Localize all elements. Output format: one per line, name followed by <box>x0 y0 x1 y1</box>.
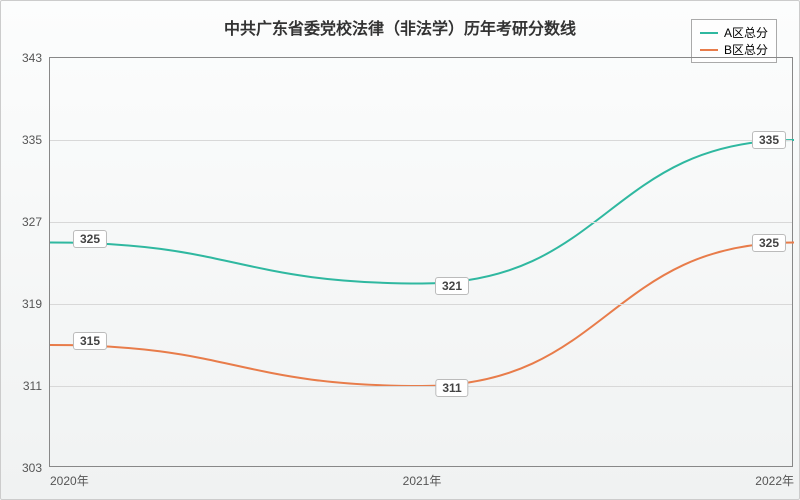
data-label: 315 <box>73 332 107 350</box>
legend-label-a: A区总分 <box>724 24 768 41</box>
ytick-label: 335 <box>22 133 50 147</box>
chart-lines-svg <box>50 58 792 466</box>
legend-item-a: A区总分 <box>700 24 768 41</box>
legend-swatch-b <box>700 49 718 51</box>
data-label: 321 <box>435 277 469 295</box>
legend-item-b: B区总分 <box>700 41 768 58</box>
xtick-label: 2021年 <box>403 466 442 489</box>
legend-label-b: B区总分 <box>724 41 768 58</box>
xtick-label: 2022年 <box>755 466 794 489</box>
gridline <box>50 386 792 387</box>
ytick-label: 343 <box>22 51 50 65</box>
xtick-label: 2020年 <box>50 466 89 489</box>
ytick-label: 319 <box>22 297 50 311</box>
gridline <box>50 222 792 223</box>
data-label: 325 <box>752 234 786 252</box>
ytick-label: 327 <box>22 215 50 229</box>
data-label: 325 <box>73 230 107 248</box>
data-label: 311 <box>435 379 468 397</box>
legend-swatch-a <box>700 32 718 34</box>
series-line <box>50 140 794 284</box>
gridline <box>50 140 792 141</box>
ytick-label: 311 <box>23 379 50 393</box>
series-line <box>50 243 794 387</box>
chart-title: 中共广东省委党校法律（非法学）历年考研分数线 <box>1 15 799 39</box>
chart-container: 中共广东省委党校法律（非法学）历年考研分数线 A区总分 B区总分 303 311 3… <box>0 0 800 500</box>
gridline <box>50 304 792 305</box>
data-label: 335 <box>752 131 786 149</box>
plot-area: 3033113193273353432020年2021年2022年3253213… <box>49 57 793 467</box>
ytick-label: 303 <box>22 461 50 475</box>
